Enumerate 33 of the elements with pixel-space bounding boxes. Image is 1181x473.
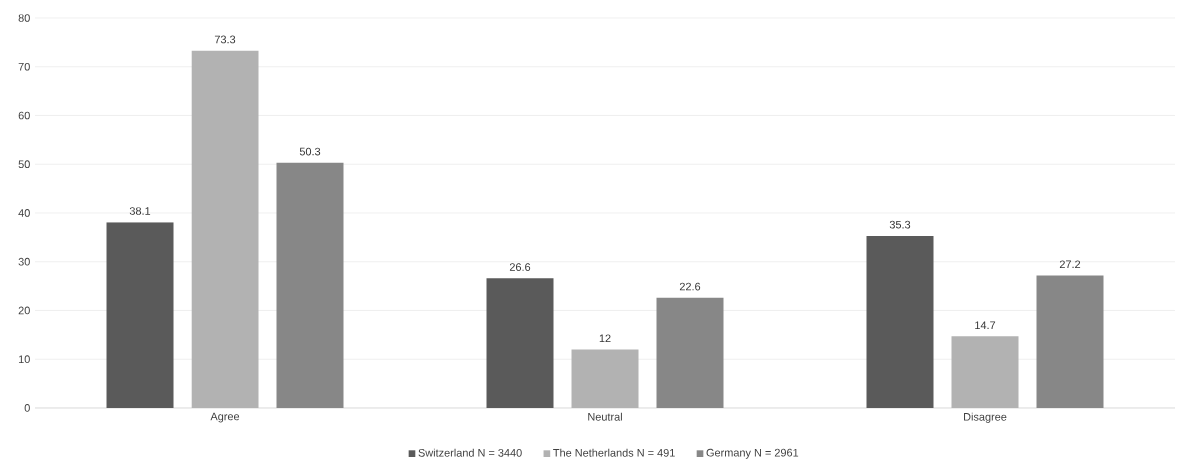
y-tick-label: 60 — [18, 111, 30, 120]
legend-label: Switzerland N = 3440 — [418, 448, 522, 457]
bar — [106, 222, 174, 408]
bar — [866, 235, 934, 408]
x-tick-label: Agree — [210, 412, 240, 423]
bar — [1036, 275, 1104, 408]
data-label: 12 — [599, 334, 611, 343]
x-tick-label: Disagree — [964, 412, 1007, 423]
data-label: 26.6 — [509, 263, 531, 271]
data-label: 27.2 — [1059, 260, 1081, 269]
legend-label: The Netherlands N = 491 — [553, 448, 675, 457]
bar — [191, 50, 259, 408]
x-tick-label: Neutral — [588, 412, 622, 421]
data-label: 38.1 — [129, 207, 151, 215]
bar — [656, 297, 724, 408]
bar — [276, 162, 344, 408]
y-tick-label: 70 — [18, 62, 30, 71]
y-tick-label: 30 — [18, 257, 30, 266]
y-tick-label: 40 — [18, 209, 30, 217]
data-label: 35.3 — [889, 220, 911, 229]
data-label: 73.3 — [214, 35, 236, 44]
data-label: 14.7 — [975, 321, 996, 329]
y-tick-label: 10 — [18, 355, 30, 364]
y-tick-label: 50 — [18, 160, 30, 169]
y-tick-label: 0 — [24, 404, 30, 412]
y-tick-label: 20 — [18, 306, 30, 315]
y-tick-label: 80 — [18, 14, 30, 22]
data-label: 50.3 — [299, 147, 321, 156]
bar — [571, 349, 639, 408]
data-label: 22.6 — [679, 282, 701, 291]
legend-label: Germany N = 2961 — [706, 448, 799, 459]
bar — [486, 278, 554, 408]
bar — [951, 336, 1019, 408]
